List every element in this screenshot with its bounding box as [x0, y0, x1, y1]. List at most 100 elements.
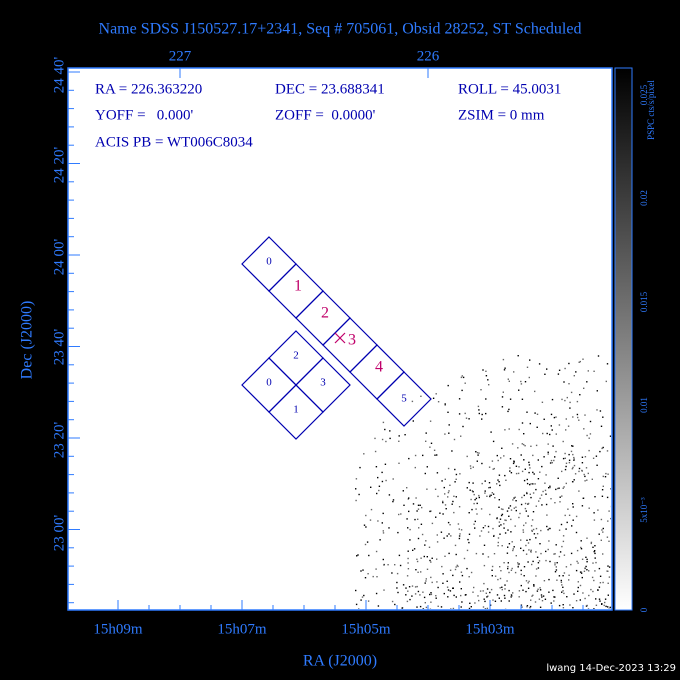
noise-dot	[408, 497, 410, 499]
noise-dot	[499, 484, 501, 487]
noise-dot	[430, 561, 432, 563]
noise-dot	[602, 581, 604, 584]
noise-dot	[579, 394, 581, 396]
noise-dot	[437, 495, 439, 498]
noise-dot	[529, 607, 531, 609]
noise-dot	[554, 456, 556, 458]
noise-dot	[509, 470, 511, 472]
noise-dot	[599, 582, 602, 584]
noise-dot	[435, 516, 437, 518]
noise-dot	[507, 546, 509, 548]
noise-dot	[389, 430, 391, 432]
noise-dot	[535, 444, 538, 447]
noise-dot	[581, 505, 584, 507]
noise-dot	[488, 466, 491, 468]
noise-dot	[504, 367, 506, 369]
noise-dot	[531, 519, 534, 521]
noise-dot	[402, 490, 404, 492]
noise-dot	[518, 590, 521, 592]
noise-dot	[498, 597, 500, 599]
noise-dot	[546, 514, 548, 516]
noise-dot	[572, 503, 574, 505]
noise-dot	[444, 478, 446, 480]
noise-dot	[571, 445, 573, 447]
noise-dot	[356, 555, 358, 557]
noise-dot	[523, 566, 526, 568]
noise-dot	[547, 548, 549, 551]
noise-dot	[534, 390, 536, 393]
noise-dot	[567, 425, 570, 427]
noise-dot	[602, 485, 604, 487]
noise-dot	[429, 559, 431, 562]
noise-dot	[565, 462, 568, 464]
noise-dot	[521, 470, 524, 473]
noise-dot	[407, 557, 409, 560]
info-zsim: ZSIM = 0 mm	[458, 107, 545, 123]
noise-dot	[590, 542, 592, 545]
noise-dot	[363, 594, 365, 597]
noise-dot	[582, 592, 584, 594]
s-chip-label: 3	[348, 332, 356, 349]
noise-dot	[581, 558, 584, 560]
noise-dot	[578, 467, 581, 470]
noise-dot	[558, 369, 561, 371]
noise-dot	[459, 533, 461, 535]
noise-dot	[567, 508, 569, 510]
noise-dot	[607, 565, 609, 567]
noise-dot	[470, 498, 472, 501]
noise-dot	[593, 579, 595, 582]
noise-dot	[489, 486, 491, 489]
noise-dot	[527, 502, 530, 505]
noise-dot	[502, 358, 505, 361]
noise-dot	[414, 586, 417, 588]
info-yoff: YOFF = 0.000'	[95, 107, 194, 123]
noise-dot	[510, 518, 512, 521]
noise-dot	[421, 506, 423, 509]
noise-dot	[562, 440, 564, 443]
noise-dot	[544, 373, 546, 375]
noise-dot	[441, 480, 443, 482]
noise-dot	[456, 564, 458, 567]
noise-dot	[529, 493, 531, 495]
noise-dot	[375, 568, 377, 570]
noise-dot	[511, 595, 513, 597]
noise-dot	[534, 601, 537, 603]
noise-dot	[565, 418, 567, 420]
noise-dot	[522, 589, 524, 591]
noise-dot	[454, 468, 456, 471]
noise-dot	[565, 465, 567, 468]
noise-dot	[550, 459, 553, 462]
noise-dot	[411, 595, 413, 597]
noise-dot	[541, 465, 543, 468]
noise-dot	[428, 546, 431, 548]
colorbar-tick-label: 0	[639, 607, 649, 612]
noise-dot	[394, 603, 396, 606]
i-chip-label: 1	[293, 404, 299, 416]
noise-dot	[528, 471, 530, 474]
info-roll: ROLL = 45.0031	[458, 81, 561, 97]
noise-dot	[468, 418, 470, 420]
noise-dot	[491, 460, 494, 462]
noise-dot	[492, 440, 495, 443]
noise-dot	[572, 506, 574, 508]
noise-dot	[407, 590, 409, 592]
noise-dot	[445, 508, 447, 510]
noise-dot	[460, 594, 462, 597]
noise-dot	[436, 581, 438, 583]
noise-dot	[564, 399, 566, 402]
noise-dot	[584, 414, 586, 416]
noise-dot	[580, 548, 583, 550]
bottom-tick-label: 15h05m	[341, 621, 391, 637]
noise-dot	[436, 454, 438, 456]
noise-dot	[526, 605, 529, 607]
noise-dot	[496, 517, 498, 519]
noise-dot	[540, 529, 542, 532]
noise-dot	[534, 412, 536, 414]
noise-dot	[359, 466, 361, 469]
noise-dot	[485, 370, 487, 372]
noise-dot	[480, 508, 483, 510]
noise-dot	[566, 596, 568, 598]
noise-dot	[561, 584, 563, 586]
noise-dot	[527, 582, 529, 584]
noise-dot	[562, 590, 564, 592]
